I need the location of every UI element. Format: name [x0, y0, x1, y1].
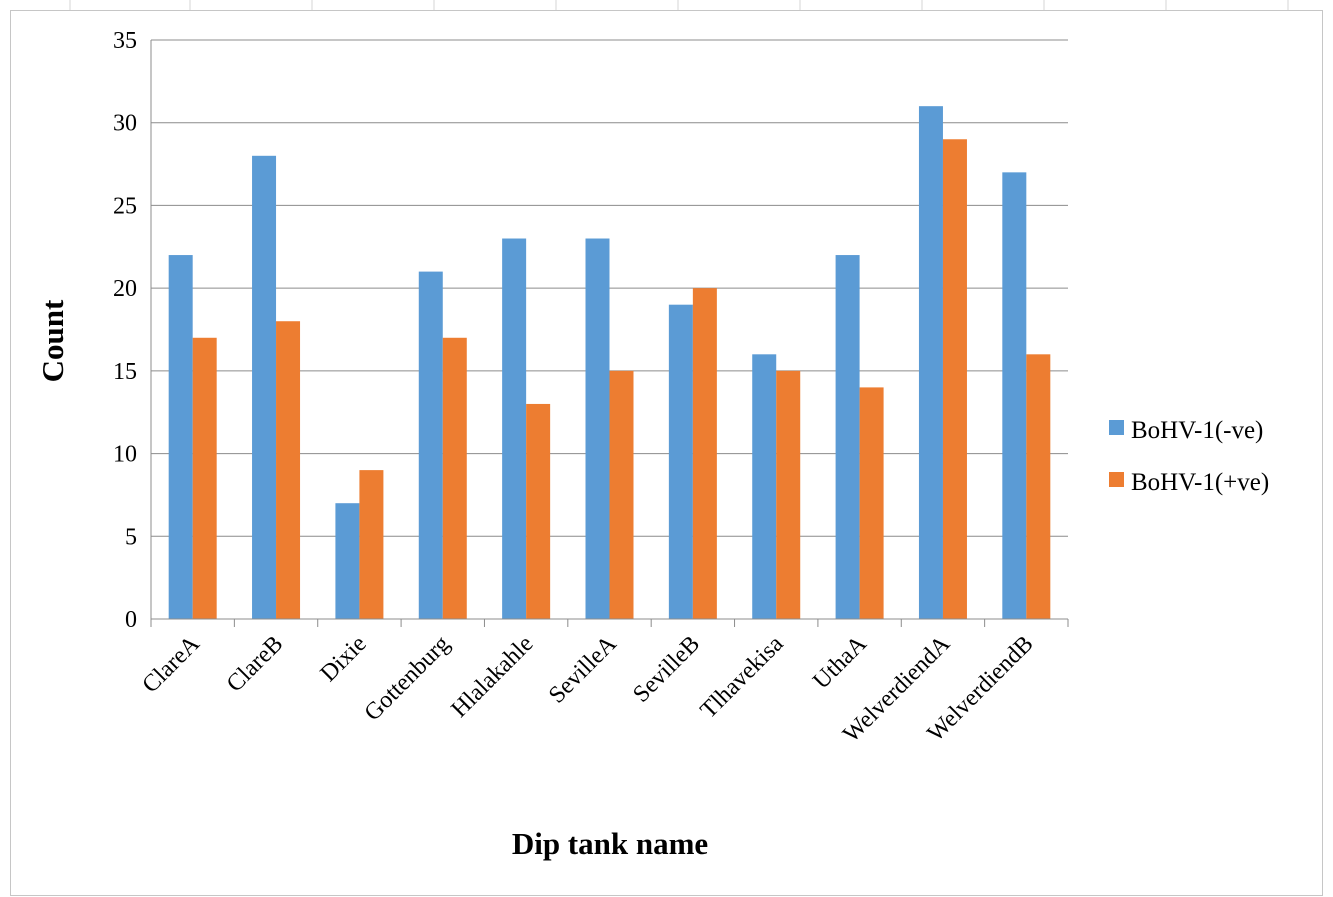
y-tick-label: 10 [113, 442, 137, 468]
bar-positive-sevillea[interactable] [609, 370, 634, 619]
bar-negative-sevilleb[interactable] [668, 304, 693, 619]
x-tick-label: UthaA [808, 630, 872, 694]
y-tick-label: 35 [113, 28, 137, 54]
x-tick-label: ClareB [222, 631, 288, 697]
x-axis-title: Dip tank name [512, 826, 708, 861]
legend-swatch [1109, 472, 1124, 487]
bar-negative-clarea[interactable] [168, 255, 193, 620]
y-tick-label: 25 [113, 193, 137, 219]
bar-positive-clareb[interactable] [276, 321, 301, 619]
x-tick-label: Gottenburg [360, 631, 455, 726]
legend-label: BoHV-1(-ve) [1131, 417, 1263, 444]
x-tick-label: SevilleA [544, 630, 622, 708]
bar-positive-welverdienda[interactable] [942, 139, 967, 619]
bar-positive-tlhavekisa[interactable] [776, 370, 801, 619]
bar-chart: 0 5 10 15 20 25 30 35 ClareA ClareB DixieGottenbu… [35, 28, 1269, 861]
bar-positive-sevilleb[interactable] [692, 288, 717, 619]
x-tick-label: Tlhavekisa [696, 631, 789, 724]
bar-negative-hlalakahle[interactable] [502, 238, 527, 619]
y-tick-labels: 0 5 10 15 20 25 30 35 [113, 28, 137, 633]
y-tick-label: 0 [125, 607, 137, 633]
y-axis-title: Count [35, 299, 70, 382]
bar-negative-clareb[interactable] [252, 155, 277, 620]
bar-negative-gottenburg[interactable] [418, 271, 443, 619]
y-tick-label: 20 [113, 276, 137, 302]
x-tick-label: Dixie [316, 631, 372, 687]
x-tick-label: SevilleB [628, 631, 705, 708]
bar-negative-sevillea[interactable] [585, 238, 610, 619]
legend: BoHV-1(-ve) BoHV-1(+ve) [1109, 417, 1269, 496]
legend-swatch [1109, 420, 1124, 435]
legend-label: BoHV-1(+ve) [1131, 469, 1269, 496]
x-tick-label: Hlalakahle [446, 631, 538, 723]
bar-negative-welverdienda[interactable] [918, 106, 943, 619]
bar-positive-uthaa[interactable] [859, 387, 884, 619]
x-tick-label: ClareA [138, 630, 206, 698]
bar-positive-gottenburg[interactable] [442, 337, 467, 619]
bar-positive-clarea[interactable] [192, 337, 217, 619]
bar-positive-welverdiendb[interactable] [1026, 354, 1051, 619]
bars [168, 106, 1051, 620]
y-tick-label: 30 [113, 111, 137, 137]
bar-negative-dixie[interactable] [335, 503, 360, 619]
chart-area[interactable]: 0 5 10 15 20 25 30 35 ClareA ClareB Dixie Gottenbu… [10, 10, 1323, 896]
axes [150, 40, 1069, 627]
bar-positive-hlalakahle[interactable] [526, 403, 551, 619]
bar-negative-welverdiendb[interactable] [1002, 172, 1027, 620]
y-tick-label: 15 [113, 359, 137, 385]
bar-negative-tlhavekisa[interactable] [752, 354, 777, 619]
bar-negative-uthaa[interactable] [835, 255, 860, 620]
bar-positive-dixie[interactable] [359, 470, 384, 619]
y-tick-label: 5 [125, 524, 137, 550]
